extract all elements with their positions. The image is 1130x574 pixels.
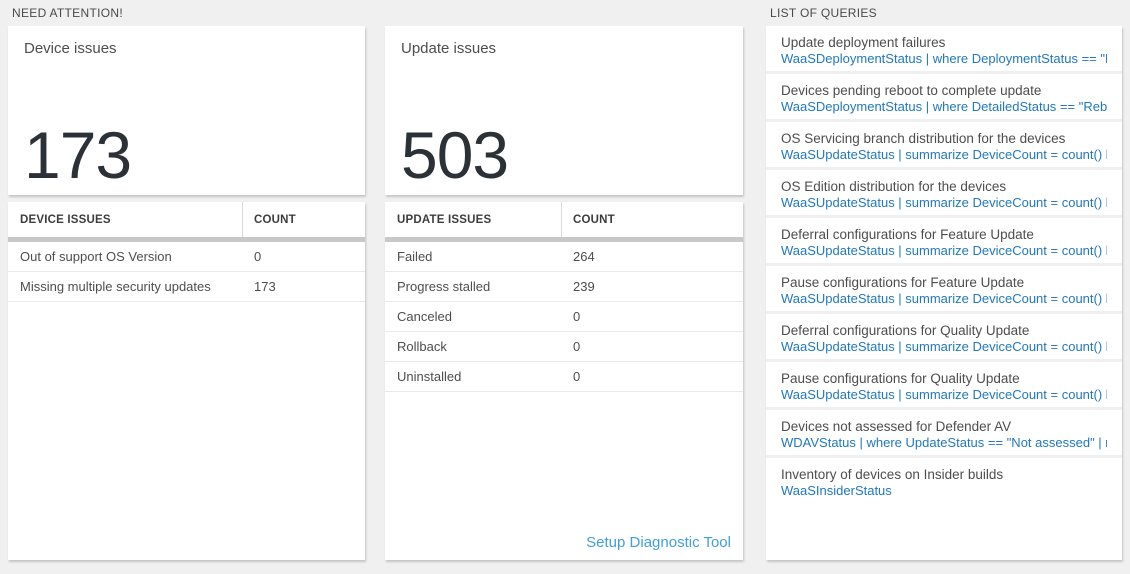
issue-count-cell: 0 xyxy=(573,339,581,354)
table-row[interactable]: Rollback 0 xyxy=(385,332,743,362)
issue-count-cell: 0 xyxy=(573,369,581,384)
query-list-item[interactable]: Devices pending reboot to complete updat… xyxy=(766,74,1122,122)
device-issues-column: NEED ATTENTION! Device issues 173 DEVICE… xyxy=(8,0,365,560)
query-title: OS Servicing branch distribution for the… xyxy=(781,131,1066,146)
column-header-update-issues: UPDATE ISSUES xyxy=(385,202,562,237)
column-header-count: COUNT xyxy=(254,213,296,226)
table-row[interactable]: Canceled 0 xyxy=(385,302,743,332)
device-issues-title: Device issues xyxy=(24,40,117,57)
update-issues-title: Update issues xyxy=(401,40,497,57)
update-issues-summary-tile[interactable]: Update issues 503 xyxy=(385,26,743,195)
table-row[interactable]: Missing multiple security updates 173 xyxy=(8,272,365,302)
query-title: Deferral configurations for Feature Upda… xyxy=(781,227,1034,242)
issue-name-cell: Canceled xyxy=(397,309,452,324)
issue-name-cell: Uninstalled xyxy=(397,369,462,384)
issue-name-cell: Missing multiple security updates xyxy=(20,279,211,294)
column-header-device-issues: DEVICE ISSUES xyxy=(8,202,243,237)
issue-name-cell: Progress stalled xyxy=(397,279,491,294)
device-issues-total: 173 xyxy=(24,118,132,192)
query-list-item[interactable]: Devices not assessed for Defender AV WDA… xyxy=(766,410,1122,458)
issue-count-cell: 0 xyxy=(254,249,262,264)
query-list-item[interactable]: Pause configurations for Quality Update … xyxy=(766,362,1122,410)
query-title: Pause configurations for Feature Update xyxy=(781,275,1025,290)
issue-count-cell: 173 xyxy=(254,279,276,294)
query-code-link: WaaSInsiderStatus xyxy=(781,483,892,498)
list-of-queries-header: LIST OF QUERIES xyxy=(770,6,877,20)
setup-diagnostic-tool-link[interactable]: Setup Diagnostic Tool xyxy=(586,534,731,551)
query-code-link: WaaSDeploymentStatus | where DeploymentS… xyxy=(781,51,1107,66)
update-issues-footer: Setup Diagnostic Tool xyxy=(385,534,743,560)
table-row[interactable]: Failed 264 xyxy=(385,242,743,272)
device-issues-table-tile: DEVICE ISSUES COUNT Out of support OS Ve… xyxy=(8,202,365,560)
query-list-item[interactable]: OS Edition distribution for the devices … xyxy=(766,170,1122,218)
table-row[interactable]: Out of support OS Version 0 xyxy=(8,242,365,272)
query-list-item[interactable]: Deferral configurations for Quality Upda… xyxy=(766,314,1122,362)
query-list-item[interactable]: Deferral configurations for Feature Upda… xyxy=(766,218,1122,266)
need-attention-header-spacer xyxy=(385,0,743,26)
query-title: OS Edition distribution for the devices xyxy=(781,179,1007,194)
query-list-item[interactable]: OS Servicing branch distribution for the… xyxy=(766,122,1122,170)
table-row[interactable]: Progress stalled 239 xyxy=(385,272,743,302)
column-header-count: COUNT xyxy=(573,213,615,226)
query-title: Devices pending reboot to complete updat… xyxy=(781,83,1042,98)
query-code-link: WaaSUpdateStatus | summarize DeviceCount… xyxy=(781,339,1107,354)
issue-count-cell: 264 xyxy=(573,249,595,264)
device-issues-table-header: DEVICE ISSUES COUNT xyxy=(8,202,365,237)
update-issues-column: Update issues 503 UPDATE ISSUES COUNT Fa… xyxy=(385,0,743,560)
table-header-divider-bar xyxy=(385,237,743,242)
query-code-link: WaaSUpdateStatus | summarize DeviceCount… xyxy=(781,243,1107,258)
issue-count-cell: 0 xyxy=(573,309,581,324)
query-list-item[interactable]: Inventory of devices on Insider builds W… xyxy=(766,458,1122,560)
query-code-link: WDAVStatus | where UpdateStatus == "Not … xyxy=(781,435,1107,450)
update-issues-rows: Failed 264 Progress stalled 239 Canceled… xyxy=(385,242,743,392)
table-row[interactable]: Uninstalled 0 xyxy=(385,362,743,392)
query-title: Inventory of devices on Insider builds xyxy=(781,467,1004,482)
query-code-link: WaaSDeploymentStatus | where DetailedSta… xyxy=(781,99,1107,114)
update-issues-total: 503 xyxy=(401,118,509,192)
query-code-link: WaaSUpdateStatus | summarize DeviceCount… xyxy=(781,195,1107,210)
query-title: Devices not assessed for Defender AV xyxy=(781,419,1012,434)
queries-column: LIST OF QUERIES Update deployment failur… xyxy=(766,0,1122,560)
query-code-link: WaaSUpdateStatus | summarize DeviceCount… xyxy=(781,147,1107,162)
issue-name-cell: Rollback xyxy=(397,339,447,354)
table-header-divider-bar xyxy=(8,237,365,242)
queries-panel: Update deployment failures WaaSDeploymen… xyxy=(766,26,1122,560)
issue-name-cell: Failed xyxy=(397,249,433,264)
issue-count-cell: 239 xyxy=(573,279,595,294)
update-issues-table-tile: UPDATE ISSUES COUNT Failed 264 Progress … xyxy=(385,202,743,560)
update-issues-table-header: UPDATE ISSUES COUNT xyxy=(385,202,743,237)
device-issues-rows: Out of support OS Version 0 Missing mult… xyxy=(8,242,365,302)
query-code-link: WaaSUpdateStatus | summarize DeviceCount… xyxy=(781,387,1107,402)
need-attention-header: NEED ATTENTION! xyxy=(12,6,123,20)
query-list-item[interactable]: Pause configurations for Feature Update … xyxy=(766,266,1122,314)
query-code-link: WaaSUpdateStatus | summarize DeviceCount… xyxy=(781,291,1107,306)
device-issues-summary-tile[interactable]: Device issues 173 xyxy=(8,26,365,195)
query-title: Update deployment failures xyxy=(781,35,946,50)
query-title: Pause configurations for Quality Update xyxy=(781,371,1020,386)
query-list-item[interactable]: Update deployment failures WaaSDeploymen… xyxy=(766,26,1122,74)
query-title: Deferral configurations for Quality Upda… xyxy=(781,323,1030,338)
issue-name-cell: Out of support OS Version xyxy=(20,249,172,264)
